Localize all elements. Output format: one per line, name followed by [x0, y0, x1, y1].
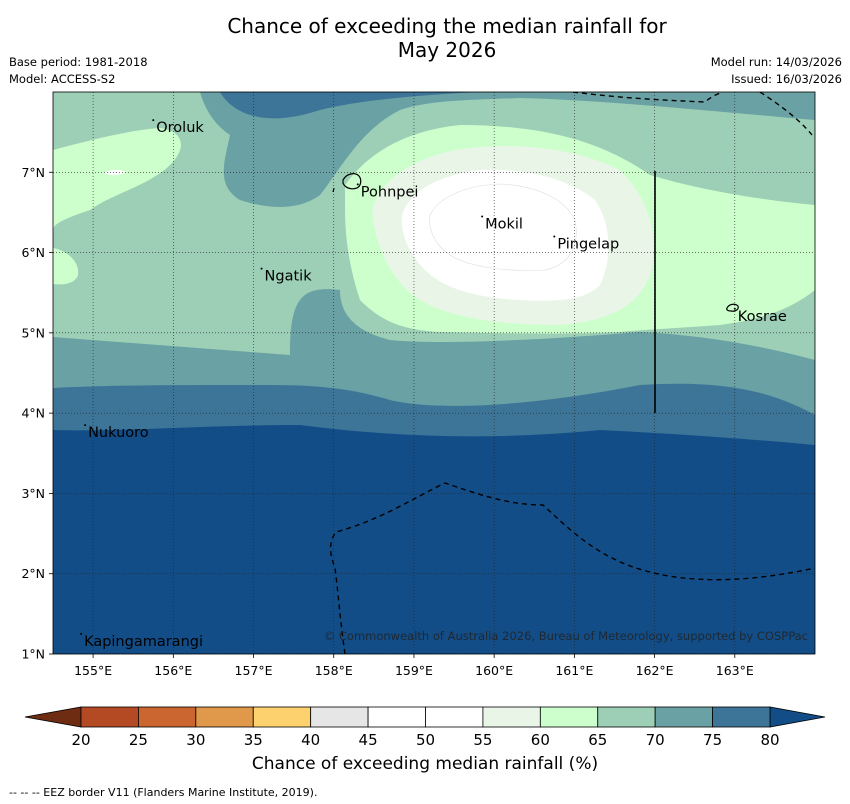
- colorbar-segment: [654, 706, 713, 728]
- base-period: Base period: 1981-2018: [9, 55, 148, 69]
- place-label: Nukuoro: [88, 425, 149, 441]
- place-label: Oroluk: [156, 120, 204, 136]
- colorbar-tick-label: 40: [301, 731, 320, 749]
- model-run: Model run: 14/03/2026: [710, 55, 842, 69]
- pohnpei-island: [332, 173, 362, 193]
- colorbar-tick-label: 75: [703, 731, 722, 749]
- place-label: Pingelap: [557, 237, 619, 253]
- eez-borders: [329, 92, 815, 654]
- band-45-inner: [429, 183, 577, 271]
- meta-right: Model run: 14/03/2026 Issued: 16/03/2026: [711, 54, 842, 88]
- map-title: Chance of exceeding the median rainfall …: [0, 14, 850, 62]
- band-45-50: [401, 169, 609, 301]
- colorbar-tick-label: 50: [416, 731, 435, 749]
- lon-tick-label: 160°E: [475, 663, 513, 678]
- eez-border-south: [329, 482, 815, 654]
- place-label: Kapingamarangi: [84, 634, 203, 650]
- place-marker: [733, 307, 736, 310]
- colorbar-segment: [712, 706, 771, 728]
- eez-footnote: -- -- -- EEZ border V11 (Flanders Marine…: [9, 786, 318, 799]
- lon-tick-label: 158°E: [315, 663, 353, 678]
- lon-tick-label: 163°E: [716, 663, 754, 678]
- colorbar-tick-label: 70: [646, 731, 665, 749]
- lon-tick-label: 159°E: [395, 663, 433, 678]
- lon-tick-label: 157°E: [235, 663, 273, 678]
- place-label: Kosrae: [738, 309, 787, 325]
- colorbar: 20 25 30 35 40 45 50 55 60 65 70 75 80: [24, 706, 826, 749]
- kosrae-island: [726, 303, 739, 312]
- colorbar-tick-label: 25: [129, 731, 148, 749]
- map-title-line1: Chance of exceeding the median rainfall …: [227, 14, 667, 38]
- meta-left: Base period: 1981-2018 Model: ACCESS-S2: [9, 54, 148, 88]
- colorbar-segment: [425, 706, 484, 728]
- colorbar-segment: [539, 706, 599, 728]
- place-marker: [356, 183, 359, 186]
- lon-tick-label: 155°E: [74, 663, 112, 678]
- colorbar-tick-label: 35: [244, 731, 263, 749]
- lat-tick-label: 1°N: [21, 647, 45, 662]
- place-marker: [481, 215, 484, 218]
- place-marker: [84, 424, 87, 427]
- forecast-field: [53, 92, 815, 654]
- colorbar-segment: [80, 706, 139, 728]
- map-title-line2: May 2026: [397, 38, 497, 62]
- colorbar-tick-label: 65: [588, 731, 607, 749]
- colorbar-tick-label: 30: [186, 731, 205, 749]
- colorbar-tick-label: 55: [473, 731, 492, 749]
- colorbar-title: Chance of exceeding median rainfall (%): [251, 754, 599, 774]
- colorbar-segment: [310, 706, 369, 728]
- lat-tick-label: 7°N: [21, 165, 45, 180]
- place-label: Pohnpei: [361, 184, 419, 200]
- colorbar-high-extension: [769, 706, 826, 728]
- place-label: Ngatik: [265, 269, 313, 285]
- colorbar-tick-label: 45: [359, 731, 378, 749]
- place-marker: [152, 119, 155, 122]
- place-marker: [80, 632, 83, 635]
- issued-date: Issued: 16/03/2026: [731, 72, 842, 86]
- colorbar-tick-label: 60: [531, 731, 550, 749]
- map-frame: [52, 91, 816, 655]
- lon-tick-label: 161°E: [555, 663, 593, 678]
- lat-tick-label: 3°N: [21, 486, 45, 501]
- colorbar-tick-label: 20: [71, 731, 90, 749]
- place-marker: [553, 235, 556, 238]
- colorbar-tick-label: 80: [760, 731, 779, 749]
- colorbar-segment: [252, 706, 312, 728]
- graticule: [53, 92, 815, 655]
- colorbar-segment: [367, 706, 426, 728]
- colorbar-segment: [195, 706, 254, 728]
- lat-tick-label: 6°N: [21, 245, 45, 260]
- eez-border-north: [572, 92, 813, 136]
- place-marker: [260, 267, 263, 270]
- lat-tick-label: 4°N: [21, 406, 45, 421]
- lat-tick-label: 2°N: [21, 566, 45, 581]
- lon-tick-label: 162°E: [636, 663, 674, 678]
- colorbar-segment: [138, 706, 197, 728]
- lon-tick-label: 156°E: [154, 663, 192, 678]
- colorbar-segment: [597, 706, 656, 728]
- lat-tick-label: 5°N: [21, 325, 45, 340]
- model-name: Model: ACCESS-S2: [9, 72, 116, 86]
- place-labels: Oroluk Pohnpei Mokil Pingelap Ngatik Kosrae Nu…: [80, 119, 787, 650]
- place-label: Mokil: [485, 216, 523, 232]
- colorbar-low-extension: [24, 706, 82, 728]
- colorbar-segment: [482, 706, 541, 728]
- axis-ticks: 155°E 156°E 157°E 158°E 159°E 160°E 161°E 162°E…: [21, 165, 753, 678]
- copyright-text: © Commonwealth of Australia 2026, Bureau…: [324, 629, 808, 643]
- isolated-patch: [104, 169, 126, 176]
